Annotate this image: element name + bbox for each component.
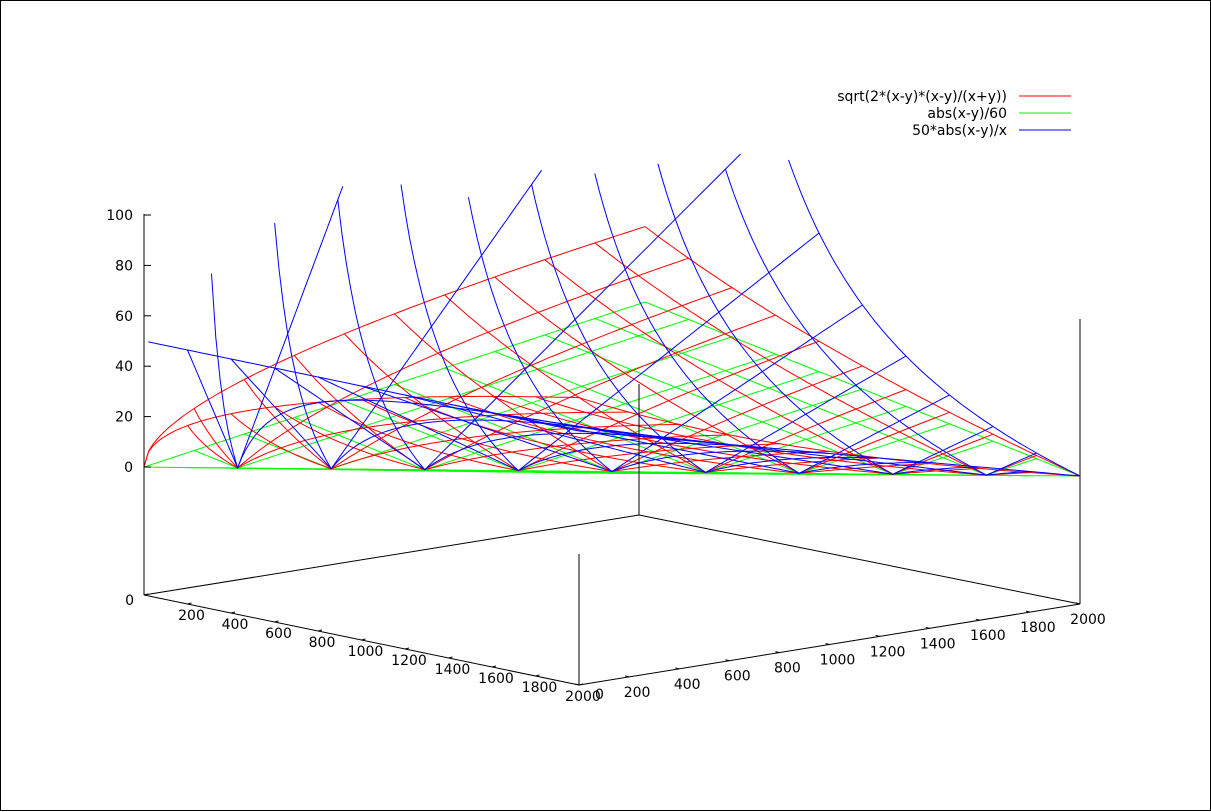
x-tick-label: 1800 [522,680,558,696]
x-tick-mark [230,611,236,614]
legend-label: sqrt(2*(x-y)*(x-y)/(x+y)) [837,89,1007,105]
y-tick-label: 400 [674,677,701,693]
x-tick-label: 200 [178,608,205,624]
red-series-isoline-y [491,395,994,475]
blue-series-isoline-y [535,421,1037,476]
z-tick-label: 20 [115,410,133,426]
red-series-isoline-y [578,397,1081,477]
x-tick-label: 400 [222,617,249,633]
legend-label: 50*abs(x-y)/x [912,123,1007,139]
y-tick-label: 0 [595,687,604,703]
red-series-isoline-x [644,226,1081,477]
blue-series-isoline-y [448,394,950,474]
red-series-isoline-y [143,226,646,468]
y-tick-mark [775,651,780,654]
x-tick-label: 1000 [348,644,384,660]
y-tick-label: 1200 [870,644,906,660]
z-tick-label: 80 [115,258,133,274]
blue-series-isoline-x [400,184,780,472]
red-series-isoline-x [193,408,630,469]
red-series-isoline-y [317,340,820,472]
blue-series-isoline-x [467,197,830,473]
blue-series-isoline-y [578,430,1081,477]
y-tick-label: 2000 [1070,612,1106,628]
red-series-isoline-x [544,259,980,475]
blue-series-isoline-x [724,168,1030,476]
surfaces [143,153,1081,477]
x-tick-label: 800 [309,635,336,651]
red-series-isoline-y [404,389,907,473]
blue-series-isoline-y [317,232,820,472]
y-tick-mark [725,659,730,662]
z-tick-label: 0 [124,460,133,476]
y-tick-mark [825,643,830,645]
x-tick-mark [274,620,279,623]
x-tick-mark [317,629,323,632]
red-series-isoline-y [448,396,950,474]
x-tick-mark [491,665,497,668]
blue-series-isoline-x [788,159,1081,477]
y-tick-label: 1800 [1020,620,1056,636]
x-tick-mark [143,593,149,596]
y-tick-mark [875,634,880,637]
legend-label: abs(x-y)/60 [927,106,1007,122]
y-tick-mark [624,675,630,678]
x-tick-mark [578,683,584,686]
y-tick-mark [1025,610,1031,613]
y-tick-label: 1600 [970,628,1006,644]
x-tick-label: 0 [125,593,134,609]
z-tick-label: 60 [115,309,133,325]
y-tick-label: 1000 [820,653,856,669]
blue-series-isoline-y [274,153,741,471]
y-tick-mark [1075,602,1081,605]
x-tick-label: 600 [265,626,292,642]
x-tick-label: 1600 [478,671,514,687]
blue-series-isoline-x [594,173,930,474]
z-tick-label: 40 [115,359,133,375]
x-tick-mark [361,638,366,641]
y-tick-label: 600 [724,669,751,685]
y-tick-mark [975,618,980,621]
x-tick-label: 1200 [391,653,427,669]
green-series-isoline-x [244,433,680,475]
y-tick-label: 1400 [920,636,956,652]
axes [143,214,1081,686]
y-tick-label: 200 [624,685,651,701]
blue-series-isoline-y [230,169,543,470]
x-tick-label: 2000 [565,689,601,705]
blue-series-isoline-x [337,199,730,471]
x-tick-mark [535,674,540,677]
y-tick-mark [574,683,580,686]
back-axis-line-2 [638,514,1081,605]
y-tick-mark [925,626,930,629]
green-series-isoline-y [579,472,1080,477]
blue-series-isoline-y [404,355,907,473]
blue-series-isoline-y [187,186,344,470]
y-tick-label: 800 [774,661,801,677]
legend: sqrt(2*(x-y)*(x-y)/(x+y))abs(x-y)/6050*a… [837,89,1071,139]
x-tick-label: 1400 [435,662,471,678]
blue-series-isoline-y [361,304,863,473]
blue-series-isoline-x [657,163,980,475]
y-tick-mark [675,667,680,670]
x-tick-mark [404,647,410,650]
z-tick-label: 100 [106,208,133,224]
ticks: 0200400600800100012001400160018002000200… [106,208,1106,705]
green-series-isoline-y [143,301,646,468]
x-tick-mark [448,656,453,659]
back-axis-line-1 [143,514,640,596]
red-series-isoline-y [535,396,1037,476]
x-tick-mark [187,602,192,605]
